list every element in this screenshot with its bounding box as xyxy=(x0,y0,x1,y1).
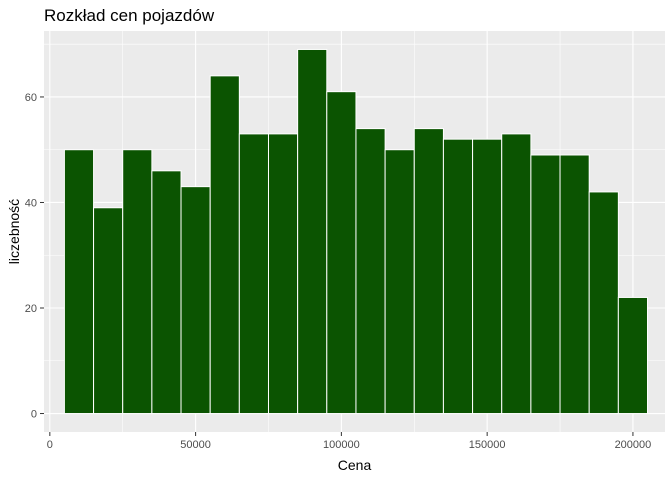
histogram-bar xyxy=(267,133,299,415)
x-axis-title: Cena xyxy=(338,457,372,473)
x-tick-label: 100000 xyxy=(323,439,360,451)
y-axis: 0 20 40 60 xyxy=(25,92,44,421)
y-tick-label: 60 xyxy=(25,92,37,104)
histogram-bar xyxy=(413,128,444,415)
histogram-bar xyxy=(93,207,124,415)
histogram-bar xyxy=(472,138,503,415)
x-tick-label: 50000 xyxy=(180,439,211,451)
x-tick-label: 150000 xyxy=(469,439,506,451)
histogram-bar xyxy=(384,149,415,415)
histogram-bar xyxy=(209,75,240,415)
x-axis: 0 50000 100000 150000 200000 xyxy=(47,432,652,451)
y-tick-label: 20 xyxy=(25,303,37,315)
histogram-bar xyxy=(151,170,182,415)
histogram-bar xyxy=(63,149,95,415)
histogram-bars xyxy=(63,48,649,415)
histogram-bar xyxy=(530,154,561,415)
histogram-bar xyxy=(442,138,474,415)
histogram-bar xyxy=(180,186,211,415)
histogram-bar xyxy=(122,149,153,415)
histogram-bar xyxy=(326,91,357,415)
y-tick-label: 0 xyxy=(31,409,37,421)
histogram-bar xyxy=(559,154,590,415)
histogram-bar xyxy=(501,133,532,415)
histogram-bar xyxy=(297,48,328,415)
chart-title: Rozkład cen pojazdów xyxy=(44,6,215,25)
x-tick-label: 200000 xyxy=(615,439,652,451)
histogram-bar xyxy=(588,191,619,415)
x-tick-label: 0 xyxy=(47,439,53,451)
histogram-bar xyxy=(617,296,649,415)
histogram-bar xyxy=(238,133,269,415)
y-axis-title: liczebność xyxy=(6,199,22,264)
y-tick-label: 40 xyxy=(25,197,37,209)
histogram-bar xyxy=(355,128,386,415)
